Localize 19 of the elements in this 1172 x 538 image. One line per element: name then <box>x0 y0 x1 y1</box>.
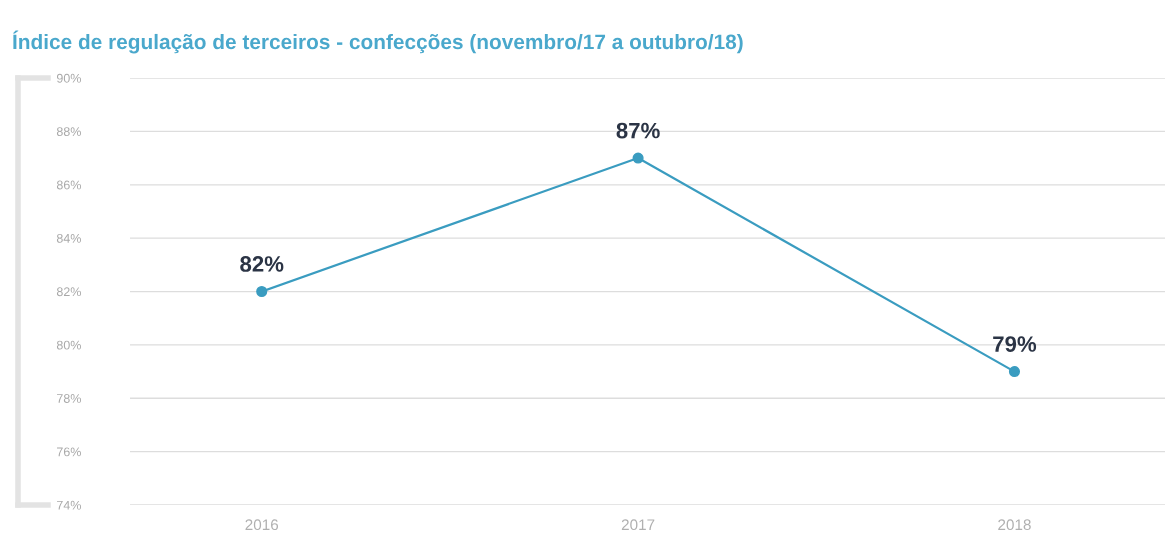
data-label: 82% <box>240 256 284 272</box>
y-tick-label: 90% <box>56 73 81 83</box>
y-tick-label: 88% <box>56 127 81 137</box>
y-tick-label: 78% <box>57 394 81 403</box>
point <box>1008 366 1021 378</box>
chart-title: Índice de regulação de terceiros - confecções (novembro/17 a outubro/18) <box>13 30 743 54</box>
point <box>256 285 268 298</box>
y-tick-label: 86% <box>56 180 81 190</box>
x-tick-label: 2018 <box>998 519 1031 531</box>
y-tick-label: 76% <box>57 447 81 457</box>
x-tick-label: 2017 <box>621 519 655 531</box>
y-tick-label: 80% <box>56 340 81 350</box>
data-label: 79% <box>993 336 1037 352</box>
y-tick-label: 82% <box>56 287 81 297</box>
y-tick-label: 74% <box>57 500 81 510</box>
data-label: 87% <box>616 122 660 139</box>
x-tick-label: 2016 <box>245 519 279 531</box>
y-tick-label: 84% <box>56 233 81 243</box>
point <box>632 152 644 164</box>
